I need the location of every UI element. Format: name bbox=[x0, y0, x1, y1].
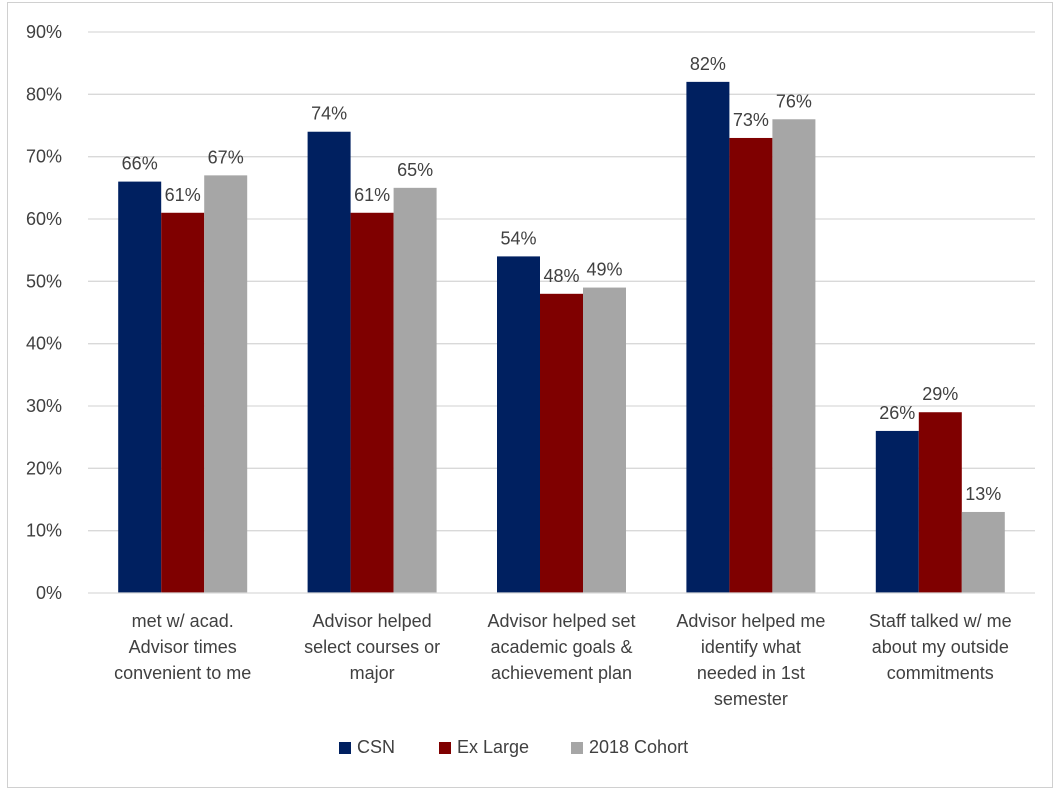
bars bbox=[118, 81, 1005, 594]
y-tick-label: 40% bbox=[26, 334, 62, 354]
bar bbox=[497, 256, 540, 593]
data-label: 54% bbox=[500, 228, 536, 248]
y-tick-label: 80% bbox=[26, 84, 62, 104]
data-label: 61% bbox=[354, 185, 390, 205]
bar bbox=[161, 212, 205, 593]
data-label: 26% bbox=[879, 403, 915, 423]
data-label: 29% bbox=[922, 384, 958, 404]
bar bbox=[393, 187, 437, 594]
data-label: 48% bbox=[543, 266, 579, 286]
bar bbox=[686, 81, 730, 593]
y-tick-label: 0% bbox=[36, 583, 62, 603]
y-tick-label: 20% bbox=[26, 458, 62, 478]
category-label: Advisor helped select courses or major bbox=[304, 611, 440, 683]
bar bbox=[307, 131, 351, 593]
bar bbox=[961, 511, 1005, 593]
data-label: 76% bbox=[776, 91, 812, 111]
y-tick-label: 60% bbox=[26, 209, 62, 229]
data-label: 74% bbox=[311, 104, 347, 124]
y-tick-label: 10% bbox=[26, 521, 62, 541]
bar bbox=[540, 293, 583, 593]
y-tick-label: 90% bbox=[26, 22, 62, 42]
bar bbox=[118, 181, 162, 593]
legend-item: 2018 Cohort bbox=[571, 737, 688, 757]
bar bbox=[583, 287, 626, 593]
y-tick-label: 70% bbox=[26, 147, 62, 167]
data-label: 66% bbox=[122, 154, 158, 174]
data-label: 13% bbox=[965, 484, 1001, 504]
category-label: Staff talked w/ me about my outside commit… bbox=[869, 611, 1012, 683]
bar bbox=[875, 430, 919, 593]
legend-item: Ex Large bbox=[439, 737, 529, 757]
category-label: Advisor helped me identify what needed in … bbox=[676, 611, 825, 709]
data-label: 82% bbox=[690, 54, 726, 74]
data-labels: 66% 61% 67% 74% 61% 65% 54% 48% 49% 82% 73% 76% 26% 2… bbox=[122, 54, 1002, 504]
legend-swatch bbox=[439, 742, 451, 754]
legend-label: CSN bbox=[357, 737, 395, 757]
bar bbox=[918, 412, 962, 593]
data-label: 65% bbox=[397, 160, 433, 180]
category-label: Advisor helped set academic goals & achiev… bbox=[487, 611, 635, 683]
category-labels: met w/ acad. Advisor times convenient to m… bbox=[114, 611, 1012, 709]
bar bbox=[204, 175, 248, 593]
data-label: 73% bbox=[733, 110, 769, 130]
bar bbox=[350, 212, 394, 593]
bar bbox=[772, 119, 816, 594]
legend-swatch bbox=[339, 742, 351, 754]
data-label: 61% bbox=[165, 185, 201, 205]
y-tick-label: 50% bbox=[26, 271, 62, 291]
y-tick-label: 30% bbox=[26, 396, 62, 416]
category-label: met w/ acad. Advisor times convenient to m… bbox=[114, 611, 251, 683]
legend-swatch bbox=[571, 742, 583, 754]
legend-item: CSN bbox=[339, 737, 395, 757]
data-label: 49% bbox=[586, 260, 622, 280]
y-axis-tick-labels: 0% 10% 20% 30% 40% 50% 60% 70% 80% 90% bbox=[26, 22, 62, 603]
data-label: 67% bbox=[208, 147, 244, 167]
legend-label: 2018 Cohort bbox=[589, 737, 688, 757]
legend: CSN Ex Large 2018 Cohort bbox=[339, 737, 688, 757]
bar bbox=[729, 137, 773, 593]
legend-label: Ex Large bbox=[457, 737, 529, 757]
